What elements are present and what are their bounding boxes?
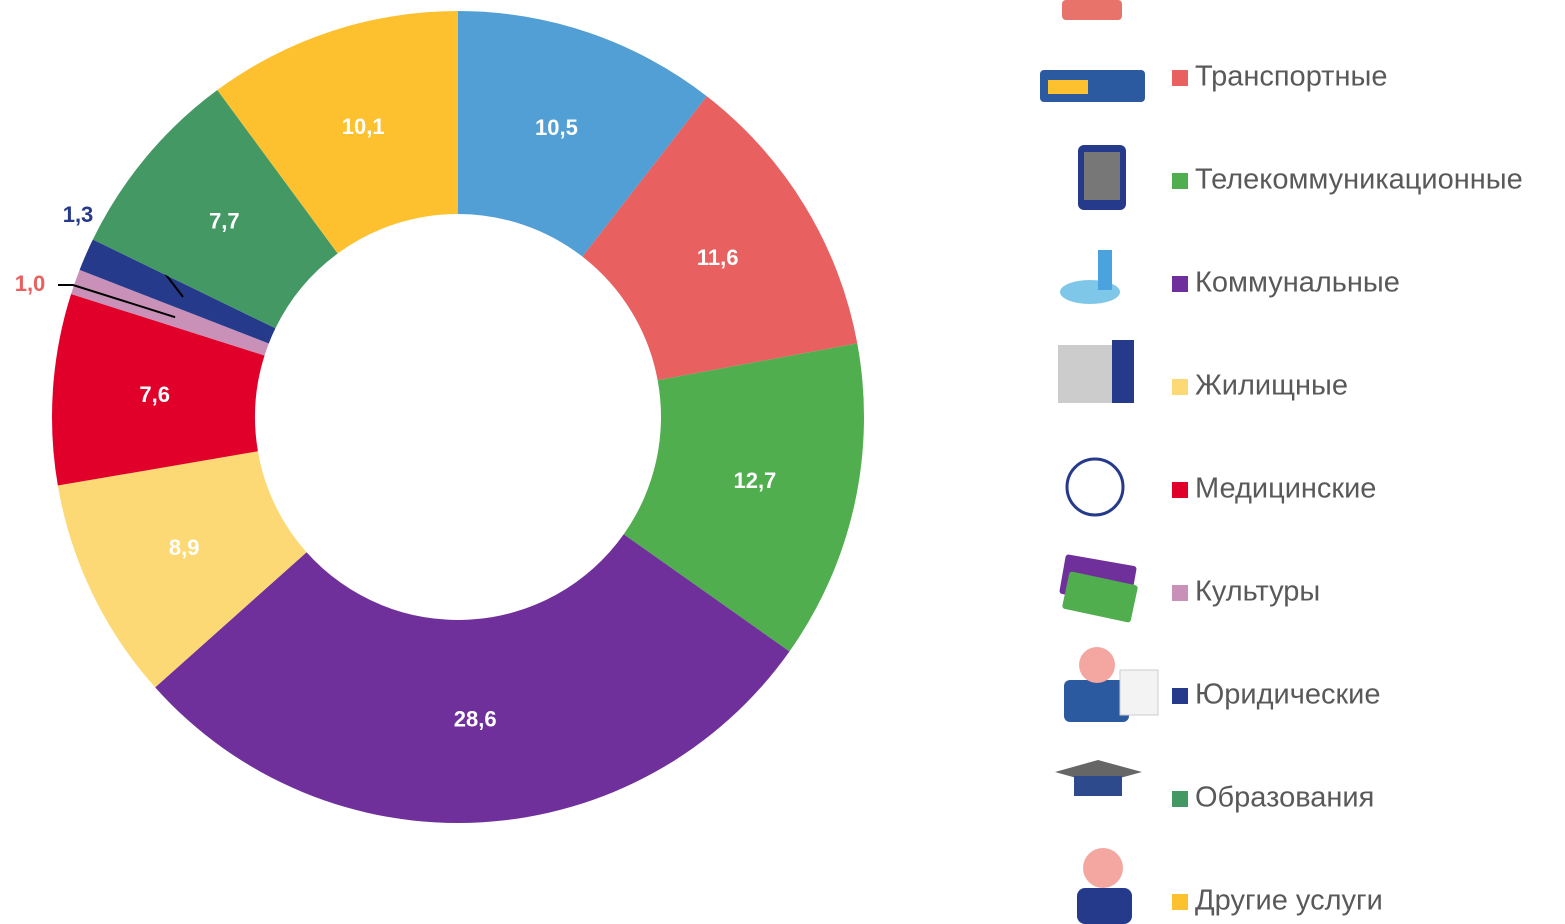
icon	[1079, 647, 1115, 683]
legend-label: Транспортные	[1195, 61, 1387, 93]
data-label: 7,7	[209, 208, 240, 233]
data-label: 1,3	[63, 202, 94, 227]
legend-swatch	[1172, 585, 1188, 601]
data-label: 11,6	[697, 245, 739, 270]
legend-label: Образования	[1195, 782, 1374, 814]
legend-icons	[1040, 0, 1158, 924]
data-label: 8,9	[169, 535, 200, 560]
icon	[1048, 80, 1088, 94]
icon	[1062, 0, 1122, 20]
legend-swatch	[1172, 379, 1188, 395]
legend-label: Коммунальные	[1195, 267, 1400, 299]
legend-swatch	[1172, 894, 1188, 910]
icon	[1120, 670, 1158, 715]
data-label: 10,5	[535, 115, 578, 140]
legend-label: Культуры	[1195, 576, 1320, 608]
icon	[1058, 345, 1116, 403]
legend-label: Телекоммуникационные	[1195, 164, 1523, 196]
legend-label: Медицинские	[1195, 473, 1376, 505]
data-label: 1,0	[15, 271, 46, 296]
legend-swatch	[1172, 791, 1188, 807]
chart: 10,5 11,6 12,7 28,6 8,9 7,6 1,0 1,3 7,7 10,1 Транс…	[0, 0, 1565, 924]
legend-label: Другие услуги	[1195, 885, 1383, 917]
legend-label: Юридические	[1195, 679, 1381, 711]
icon	[1083, 848, 1123, 888]
icon	[1064, 680, 1129, 722]
legend-swatch	[1172, 173, 1188, 189]
legend-swatch	[1172, 276, 1188, 292]
icon	[1077, 888, 1132, 924]
data-label: 28,6	[454, 706, 497, 731]
icon	[1098, 250, 1112, 290]
icon	[1084, 152, 1120, 200]
legend-label: Жилищные	[1195, 370, 1348, 402]
data-label: 12,7	[733, 468, 776, 493]
legend-swatch	[1172, 482, 1188, 498]
data-label: 10,1	[342, 114, 385, 139]
page: 10,5 11,6 12,7 28,6 8,9 7,6 1,0 1,3 7,7 10,1 Транс…	[0, 0, 1565, 924]
icon	[1067, 459, 1123, 515]
data-label: 7,6	[139, 382, 170, 407]
legend-swatch	[1172, 70, 1188, 86]
legend-swatch	[1172, 688, 1188, 704]
icon	[1074, 776, 1122, 796]
icon	[1112, 340, 1134, 403]
